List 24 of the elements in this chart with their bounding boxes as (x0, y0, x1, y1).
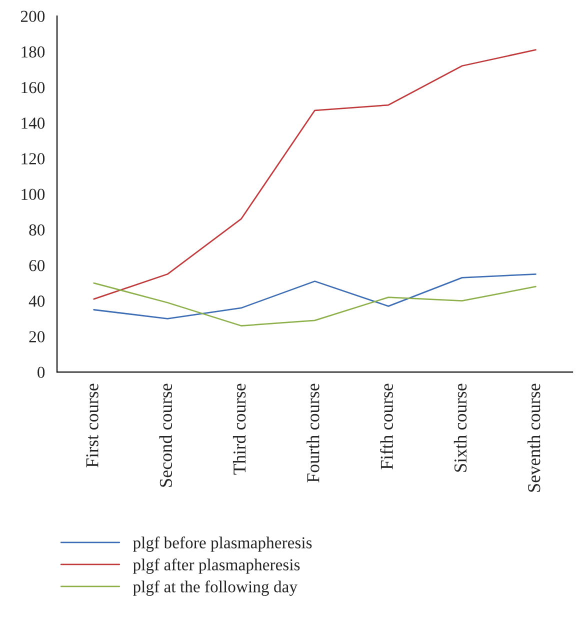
y-tick-label: 80 (29, 224, 45, 236)
legend-label: plgf at the following day (133, 580, 298, 596)
x-tick-label: Seventh course (528, 384, 540, 492)
x-tick-label: Fourth course (306, 384, 320, 482)
y-tick-label: 140 (22, 118, 45, 129)
y-tick-label: 120 (22, 153, 45, 164)
y-tick-label: 60 (29, 260, 45, 272)
y-tick-label: 40 (28, 296, 45, 307)
x-tick-label: Second course (159, 384, 172, 487)
line-series (93, 49, 536, 300)
legend-label: plgf after plasmapheresis (133, 558, 300, 574)
y-tick-label: 160 (22, 82, 45, 94)
line-series (93, 282, 536, 326)
y-tick-label: 180 (22, 46, 45, 58)
x-tick-label: Third course (232, 384, 246, 475)
legend-label: plgf before plasmapheresis (133, 536, 312, 552)
x-tick-label: First course (86, 384, 98, 468)
line-series (93, 273, 536, 320)
y-tick-label: 20 (29, 331, 45, 342)
x-tick-label: Sixth course (454, 384, 467, 472)
y-tick-label: 100 (22, 188, 45, 200)
y-tick-label: 0 (38, 366, 45, 378)
x-tick-label: Fifth course (380, 384, 393, 470)
y-tick-label: 200 (20, 10, 45, 22)
